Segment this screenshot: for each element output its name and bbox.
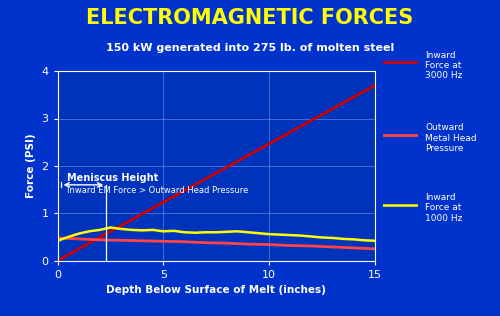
- Y-axis label: Force (PSI): Force (PSI): [26, 134, 36, 198]
- Text: 150 kW generated into 275 lb. of molten steel: 150 kW generated into 275 lb. of molten …: [106, 43, 394, 53]
- Text: Inward
Force at
3000 Hz: Inward Force at 3000 Hz: [425, 51, 463, 80]
- Text: Outward
Metal Head
Pressure: Outward Metal Head Pressure: [425, 123, 476, 153]
- Text: Inward EM Force > Outward Head Pressure: Inward EM Force > Outward Head Pressure: [67, 186, 248, 195]
- Text: Inward
Force at
1000 Hz: Inward Force at 1000 Hz: [425, 193, 463, 222]
- Text: Meniscus Height: Meniscus Height: [67, 173, 158, 183]
- Text: ELECTROMAGNETIC FORCES: ELECTROMAGNETIC FORCES: [86, 8, 413, 28]
- X-axis label: Depth Below Surface of Melt (inches): Depth Below Surface of Melt (inches): [106, 285, 326, 295]
